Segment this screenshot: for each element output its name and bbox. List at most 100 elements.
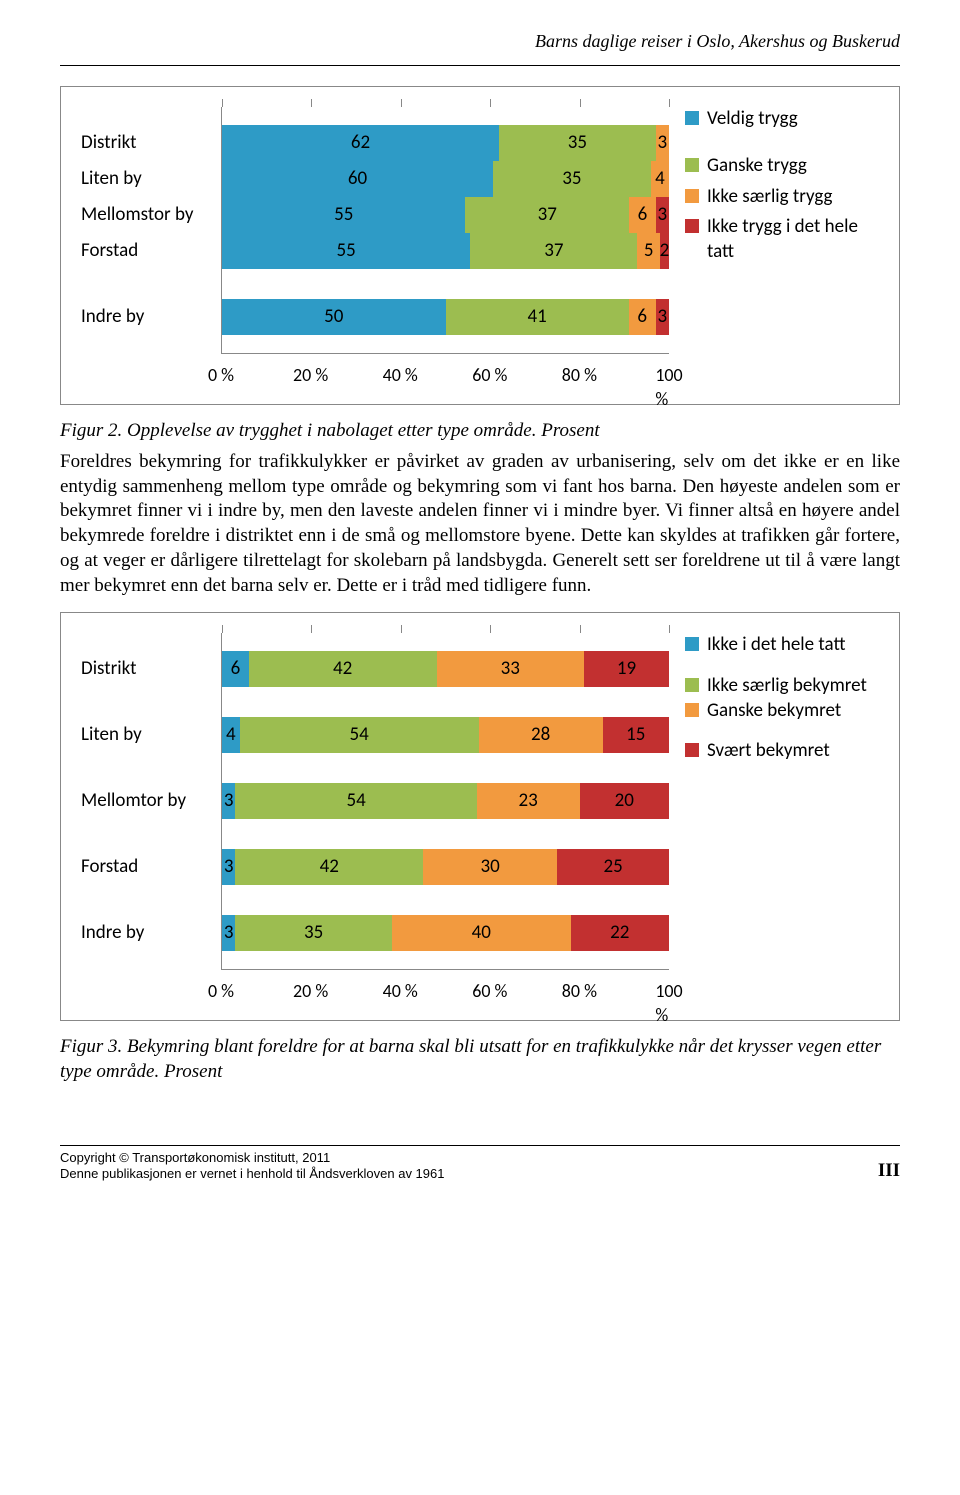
bar-row: 553763 [222,197,669,233]
bar-segment: 54 [240,717,479,753]
bar-segment: 3 [656,197,669,233]
bar-segment: 3 [222,849,235,885]
legend-label: Ganske bekymret [707,699,841,724]
chart-1-caption: Figur 2. Opplevelse av trygghet i nabola… [60,419,900,444]
legend-swatch [685,637,699,651]
bar-segment: 22 [571,915,669,951]
bar-segment: 3 [222,783,235,819]
chart-2-caption: Figur 3. Bekymring blant foreldre for at… [60,1035,900,1084]
top-ticks [222,625,669,626]
legend-swatch [685,111,699,125]
header-rule [60,65,900,66]
x-axis: 0 %20 %40 %60 %80 %100 % [221,976,669,1008]
footer-line-2: Denne publikasjonen er vernet i henhold … [60,1166,444,1183]
bars-group: 64233194542815354232034230253354022 [221,633,669,970]
legend-label: Ikke særlig bekymret [707,674,867,699]
axis-tick-label: 20 % [293,364,328,387]
legend-item: Ikke særlig trygg [685,185,879,210]
bar-segment: 33 [437,651,585,687]
category-label: Indre by [81,299,221,335]
axis-tick-label: 80 % [562,364,597,387]
category-label: Distrikt [81,125,221,161]
bar-segment: 25 [557,849,669,885]
category-label: Forstad [81,233,221,269]
category-label: Liten by [81,161,221,197]
bar-segment: 60 [222,161,493,197]
bar-segment: 55 [222,233,470,269]
x-axis: 0 %20 %40 %60 %80 %100 % [221,360,669,392]
category-label: Liten by [81,717,221,753]
bar-segment: 54 [235,783,476,819]
axis-tick-label: 80 % [562,980,597,1003]
bar-segment: 40 [392,915,571,951]
bar-row: 4542815 [222,717,669,753]
axis-tick-label: 60 % [472,980,507,1003]
plot-area: 62353603545537635537525041630 %20 %40 %6… [221,107,669,392]
bar-row: 3423025 [222,849,669,885]
legend-label: Ikke særlig trygg [707,185,832,210]
top-ticks [222,99,669,100]
bar-segment: 20 [580,783,669,819]
legend-label: Ikke i det hele tatt [707,633,846,658]
bar-segment: 6 [222,651,249,687]
category-label: Distrikt [81,651,221,687]
footer-copyright: Copyright © Transportøkonomisk institutt… [60,1150,444,1184]
category-labels: Distrikt Liten by Mellomtor by Forstad Indre… [81,633,221,1008]
bar-row: 504163 [222,299,669,335]
bar-segment: 35 [499,125,655,161]
bar-segment: 15 [603,717,669,753]
footer-rule [60,1145,900,1146]
legend-item: Svært bekymret [685,739,879,764]
bar-segment: 37 [470,233,637,269]
legend-label: Ikke trygg i det hele tatt [707,215,879,264]
bar-segment: 3 [656,299,669,335]
chart-1: DistriktLiten byMellomstor byForstad Indr… [60,86,900,405]
body-paragraph: Foreldres bekymring for trafikkulykker e… [60,450,900,598]
bar-segment: 35 [493,161,651,197]
chart-2: Distrikt Liten by Mellomtor by Forstad Indre… [60,612,900,1021]
bar-segment: 28 [479,717,603,753]
chart-body: Distrikt Liten by Mellomtor by Forstad Indre… [81,633,879,1008]
axis-tick-label: 60 % [472,364,507,387]
legend-item: Ikke i det hele tatt [685,633,879,658]
legend-item: Ikke særlig bekymret [685,674,879,699]
legend-swatch [685,219,699,233]
page-footer: Copyright © Transportøkonomisk institutt… [60,1150,900,1184]
bar-row: 553752 [222,233,669,269]
category-label: Forstad [81,849,221,885]
axis-tick-label: 20 % [293,980,328,1003]
axis-tick-label: 40 % [383,364,418,387]
bar-segment: 62 [222,125,499,161]
legend-item: Veldig trygg [685,107,879,132]
bar-segment: 37 [465,197,629,233]
axis-tick-label: 40 % [383,980,418,1003]
bar-segment: 3 [656,125,669,161]
category-label: Mellomtor by [81,783,221,819]
legend-label: Ganske trygg [707,154,807,179]
axis-tick-label: 100 % [655,364,682,411]
bar-segment: 19 [584,651,669,687]
category-label: Mellomstor by [81,197,221,233]
legend-label: Svært bekymret [707,739,830,764]
chart-legend: Ikke i det hele tatt Ikke særlig bekymret… [669,633,879,1008]
bar-segment: 6 [629,299,656,335]
footer-line-1: Copyright © Transportøkonomisk institutt… [60,1150,444,1167]
legend-swatch [685,158,699,172]
legend-item: Ikke trygg i det hele tatt [685,215,879,264]
legend-swatch [685,743,699,757]
bar-segment: 50 [222,299,446,335]
bar-segment: 42 [249,651,437,687]
bar-row: 3354022 [222,915,669,951]
bar-segment: 41 [446,299,629,335]
bar-row: 60354 [222,161,669,197]
legend-label: Veldig trygg [707,107,798,132]
category-label: Indre by [81,915,221,951]
legend-swatch [685,189,699,203]
bar-row: 3542320 [222,783,669,819]
bar-segment: 6 [629,197,656,233]
legend-swatch [685,703,699,717]
bar-segment: 42 [235,849,423,885]
bar-segment: 23 [477,783,580,819]
axis-tick-label: 100 % [655,980,682,1027]
bars-group: 6235360354553763553752504163 [221,107,669,354]
